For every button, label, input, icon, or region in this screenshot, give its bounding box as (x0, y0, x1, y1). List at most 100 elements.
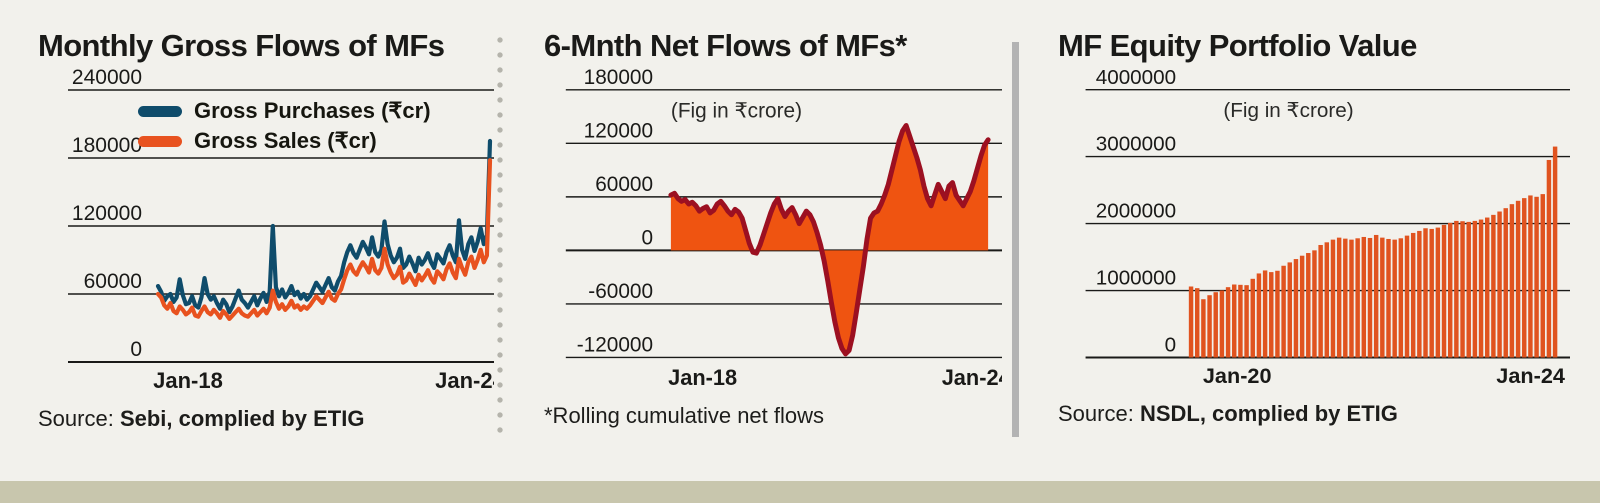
bar (1497, 211, 1502, 358)
bar (1472, 220, 1478, 358)
bar (1238, 284, 1243, 358)
line-chart-svg: 240000 180000 120000 60000 0 Jan-18 (68, 68, 494, 393)
bar (1373, 234, 1379, 358)
bar (1478, 219, 1484, 358)
panel-2-footnote: *Rolling cumulative net flows (544, 403, 825, 429)
bar (1552, 146, 1558, 358)
bottom-strip (0, 481, 1600, 503)
bar (1447, 222, 1453, 358)
bar-group (1188, 146, 1558, 358)
bar (1460, 221, 1465, 358)
panel-mf-equity-portfolio-value: MF Equity Portfolio Value 4000000 300000… (1012, 0, 1600, 481)
x-tick-end: Jan-24 (435, 368, 494, 393)
bar (1194, 288, 1200, 358)
panel-3-subnote: (Fig in ₹crore) (1223, 99, 1353, 122)
bar (1207, 295, 1212, 358)
area-fill-net-flows (670, 125, 989, 354)
source-strong: NSDL, complied by ETIG (1139, 400, 1398, 426)
source-prefix: Source: (38, 406, 120, 431)
area-line-net-flows (668, 123, 991, 357)
bar (1398, 238, 1404, 358)
y-axis-ticks: 4000000 3000000 2000000 1000000 0 (1096, 68, 1176, 357)
x-tick-end: Jan-24 (942, 365, 1002, 390)
bar (1386, 238, 1391, 358)
bar (1262, 270, 1268, 358)
bar (1219, 290, 1225, 358)
bar (1515, 200, 1521, 358)
y-tick-4: 0 (1165, 334, 1177, 357)
y-axis-ticks: 180000 120000 60000 0 -60000 -120000 (577, 68, 653, 357)
bar (1330, 239, 1336, 358)
series-gross-purchases (155, 138, 493, 315)
bar (1528, 195, 1533, 358)
bar (1336, 237, 1342, 358)
divider-dotted-left (496, 36, 504, 436)
gridlines (68, 89, 494, 363)
bar (1367, 237, 1373, 358)
panel-3-plot: 4000000 3000000 2000000 1000000 0 (Fig i… (1058, 68, 1570, 393)
bar (1287, 262, 1292, 358)
x-axis-ticks: Jan-18 Jan-24 (668, 365, 1002, 390)
y-tick-0: 240000 (72, 68, 142, 89)
bar (1355, 238, 1360, 358)
x-axis-ticks: Jan-18 Jan-24 (153, 368, 494, 393)
panel-six-month-net-flows: 6-Mnth Net Flows of MFs* 180000 120000 (496, 0, 1020, 481)
legend-item-gross-sales: Gross Sales (₹cr) (138, 128, 431, 154)
panel-1-source: Source: Sebi, complied by ETIG (38, 406, 494, 432)
bar (1225, 287, 1231, 358)
y-tick-1: 180000 (72, 134, 142, 157)
bar (1213, 292, 1218, 358)
bar (1509, 204, 1515, 358)
x-tick-start: Jan-18 (153, 368, 223, 393)
source-strong: Sebi, complied by ETIG (119, 406, 365, 431)
y-tick-5: -120000 (577, 334, 653, 357)
bar (1380, 237, 1385, 358)
bar (1503, 208, 1508, 358)
y-tick-0: 180000 (584, 68, 653, 89)
bar (1232, 284, 1237, 358)
bar (1188, 286, 1194, 358)
bar (1299, 255, 1305, 358)
panel-1-title: Monthly Gross Flows of MFs (38, 28, 445, 63)
bar (1275, 270, 1280, 358)
y-tick-2: 120000 (72, 202, 142, 225)
bar (1417, 230, 1422, 358)
bar (1534, 196, 1539, 358)
bar (1293, 259, 1299, 358)
bar (1423, 228, 1428, 358)
bar (1324, 242, 1330, 358)
bar (1546, 159, 1552, 358)
y-tick-2: 2000000 (1096, 200, 1176, 223)
bar (1312, 250, 1317, 358)
bar (1540, 194, 1545, 358)
x-axis-ticks: Jan-20 Jan-24 (1203, 363, 1565, 388)
y-tick-0: 4000000 (1096, 68, 1176, 89)
bar (1429, 228, 1434, 358)
series-gross-sales (155, 158, 493, 322)
bar (1256, 273, 1262, 358)
y-tick-4: -60000 (588, 280, 653, 303)
panel-3-title: MF Equity Portfolio Value (1058, 28, 1417, 63)
legend-label-sales: Gross Sales (₹cr) (194, 128, 377, 153)
y-tick-1: 3000000 (1096, 133, 1176, 156)
panel-1-plot: 240000 180000 120000 60000 0 Jan-18 (38, 68, 494, 398)
panel-monthly-gross-flows: Monthly Gross Flows of MFs 240000 18000 (0, 0, 512, 481)
panel-container: Monthly Gross Flows of MFs 240000 18000 (0, 0, 1600, 481)
bar (1269, 272, 1274, 358)
bar (1522, 198, 1527, 358)
bar (1454, 220, 1459, 358)
legend-swatch-icon-purchases (138, 105, 182, 117)
y-tick-3: 1000000 (1096, 267, 1176, 290)
bar (1404, 235, 1410, 358)
divider-solid-left (1012, 42, 1019, 437)
bar (1466, 221, 1471, 358)
bar (1318, 244, 1323, 358)
y-tick-4: 0 (130, 338, 142, 361)
bar (1349, 239, 1354, 358)
x-tick-start: Jan-20 (1203, 363, 1272, 388)
series-group (155, 138, 493, 322)
bar (1392, 239, 1397, 358)
area-group (668, 123, 991, 357)
bar (1410, 232, 1416, 358)
